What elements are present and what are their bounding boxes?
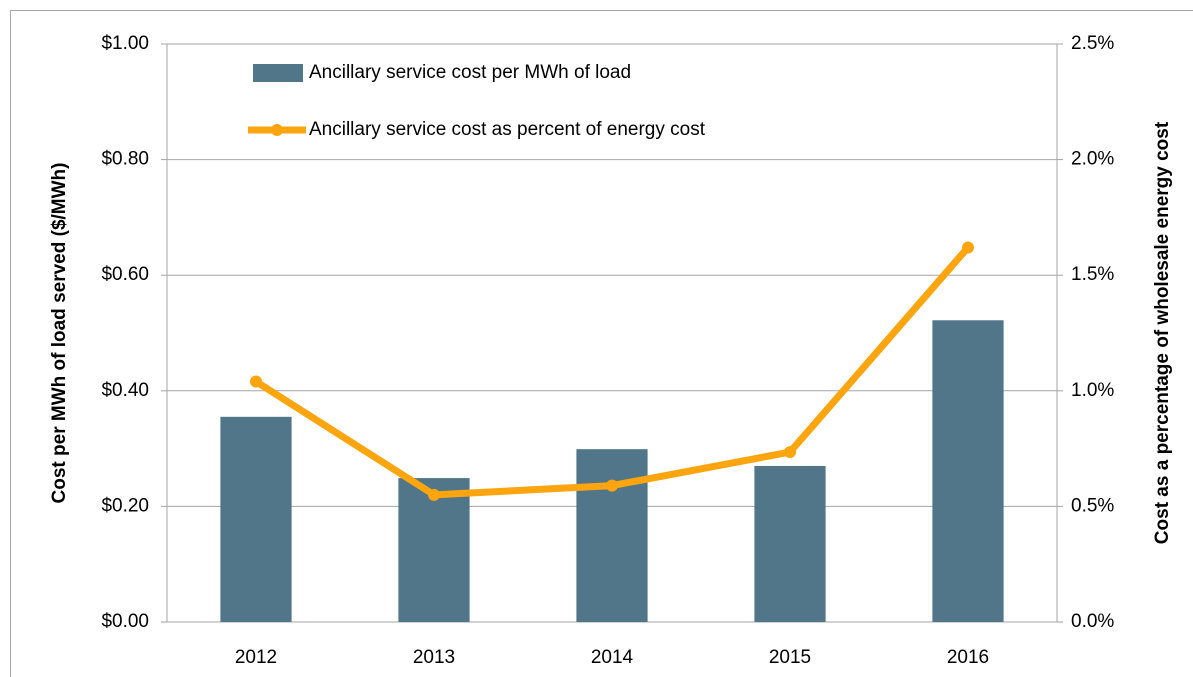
bar (754, 465, 826, 622)
x-tick-label: 2013 (413, 647, 455, 668)
bar (220, 416, 292, 622)
line-point (962, 241, 974, 254)
y2-axis-label: Cost as a percentage of wholesale energy… (1152, 121, 1173, 544)
y2-tick-label: 1.0% (1071, 380, 1114, 401)
y2-tick-label: 1.5% (1071, 264, 1114, 285)
y2-tick-label: 0.0% (1071, 611, 1114, 632)
y-tick-label: $1.00 (101, 33, 149, 54)
bar (398, 478, 470, 622)
x-tick-label: 2014 (591, 647, 634, 668)
chart-border (10, 10, 1193, 677)
line-point (606, 479, 618, 492)
bar (576, 449, 648, 622)
y2-tick-label: 2.0% (1071, 149, 1114, 170)
y-tick-label: $0.80 (101, 149, 149, 170)
bar (932, 320, 1004, 622)
x-tick-label: 2012 (235, 647, 277, 668)
y2-tick-label: 2.5% (1071, 33, 1114, 54)
legend-label: Ancillary service cost per MWh of load (309, 62, 631, 83)
legend-label: Ancillary service cost as percent of ene… (309, 119, 706, 140)
line-point (428, 488, 440, 501)
y-axis-label: Cost per MWh of load served ($/MWh) (49, 163, 70, 504)
legend-swatch (253, 64, 303, 82)
y-tick-label: $0.00 (101, 611, 149, 632)
x-tick-label: 2016 (947, 647, 989, 668)
legend-swatch (271, 124, 283, 136)
y-tick-label: $0.20 (101, 495, 149, 516)
y-tick-label: $0.60 (101, 264, 149, 285)
line-point (784, 446, 796, 459)
line-point (250, 375, 262, 388)
y2-tick-label: 0.5% (1071, 495, 1114, 516)
x-tick-label: 2015 (769, 647, 811, 668)
y-tick-label: $0.40 (101, 380, 149, 401)
